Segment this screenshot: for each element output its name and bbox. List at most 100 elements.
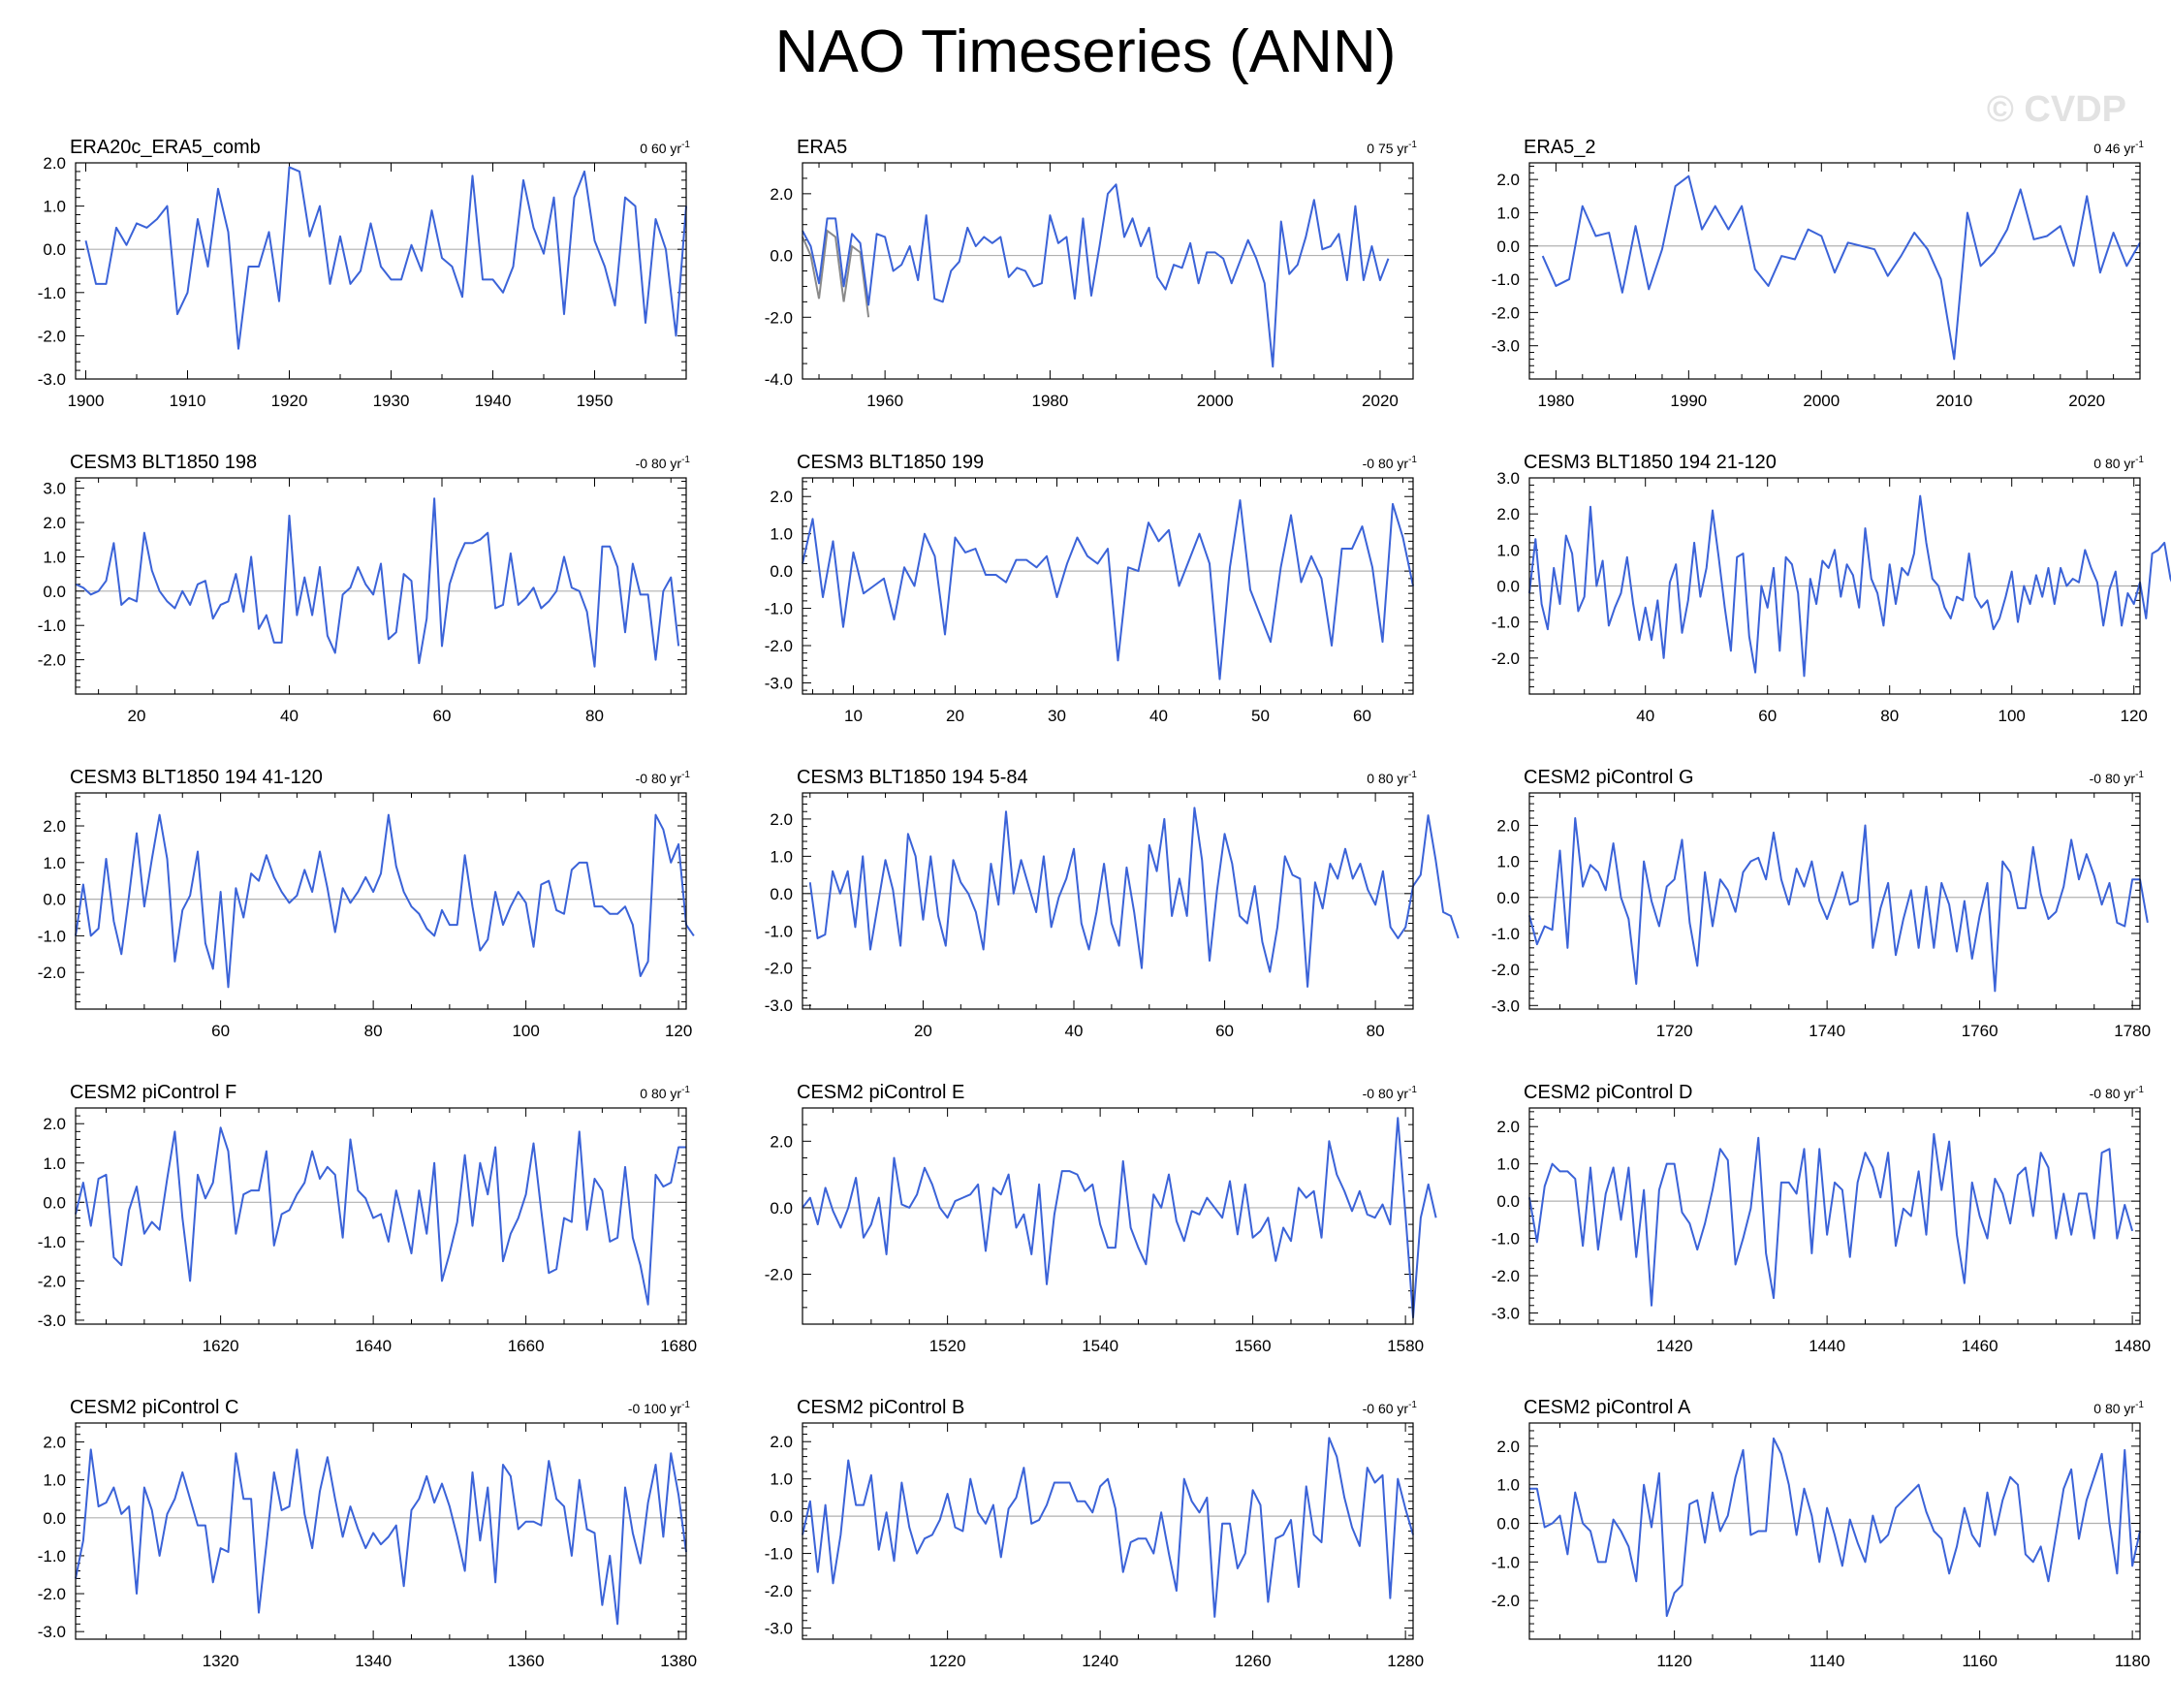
trend-exponent: -1 (2135, 770, 2144, 780)
y-tick-label: -2.0 (1492, 1592, 1520, 1610)
x-tick-label: 30 (1048, 707, 1066, 725)
y-tick-label: 2.0 (43, 154, 66, 173)
trend-label: -0 80 yr-1 (2090, 770, 2145, 786)
panel-title: CESM3 BLT1850 194 5-84 (797, 767, 1028, 788)
y-tick-label: -1.0 (38, 1233, 66, 1251)
nao-series-line (75, 497, 680, 668)
x-tick-label: 1120 (1656, 1652, 1692, 1670)
x-tick-label: 1160 (1962, 1652, 1998, 1670)
nao-series-line (1528, 1132, 2134, 1307)
y-tick-label: -3.0 (38, 1312, 66, 1330)
nao-series-line (802, 1437, 1414, 1618)
y-tick-label: 2.0 (1496, 505, 1520, 523)
plot-frame (75, 162, 687, 380)
trend-value: -0 80 (2090, 771, 2124, 786)
y-tick-label: 0.0 (1496, 578, 1520, 596)
nao-panel-11: CESM2 piControl E -0 80 yr-1 -2.0 0.0 2.0 152… (765, 1082, 1437, 1355)
trend-exponent: -1 (681, 770, 690, 780)
panel-title: CESM3 BLT1850 199 (797, 452, 984, 473)
y-tick-label: -3.0 (765, 1619, 793, 1637)
y-tick-label: -2.0 (1492, 303, 1520, 322)
trend-unit: yr (2124, 1401, 2135, 1416)
x-tick-label: 1380 (660, 1652, 697, 1670)
x-tick-label: 60 (1758, 707, 1777, 725)
y-tick-label: -3.0 (765, 996, 793, 1015)
y-tick-label: 2.0 (770, 1132, 793, 1151)
y-tick-label: -2.0 (765, 308, 793, 327)
trend-unit: yr (1397, 1086, 1408, 1101)
y-tick-label: 1.0 (1496, 1155, 1520, 1174)
y-tick-label: -2.0 (38, 651, 66, 670)
trend-value: -0 100 (628, 1401, 671, 1416)
cvdp-watermark: © CVDP (1986, 89, 2126, 130)
trend-exponent: -1 (2135, 1400, 2144, 1410)
y-tick-label: -2.0 (765, 1582, 793, 1600)
trend-value: -0 80 (1363, 1086, 1398, 1101)
trend-label: -0 80 yr-1 (1363, 1085, 1418, 1101)
y-tick-label: -2.0 (1492, 961, 1520, 979)
trend-exponent: -1 (1408, 455, 1417, 465)
panel-title: ERA5_2 (1524, 137, 1596, 158)
x-tick-label: 40 (1065, 1022, 1084, 1040)
y-tick-label: 0.0 (770, 885, 793, 903)
trend-label: -0 80 yr-1 (636, 770, 691, 786)
x-tick-label: 20 (128, 707, 146, 725)
y-tick-label: 0.0 (770, 247, 793, 266)
nao-series-line (1528, 494, 2171, 678)
y-tick-label: -3.0 (765, 674, 793, 692)
x-tick-label: 60 (211, 1022, 230, 1040)
panel-title: CESM2 piControl C (70, 1397, 239, 1418)
trend-value: 0 60 (640, 141, 670, 156)
x-tick-label: 1580 (1387, 1337, 1424, 1355)
nao-panel-13: CESM2 piControl C -0 100 yr-1 -3.0 -2.0 -1.0… (38, 1397, 697, 1670)
panel-title: CESM2 piControl B (797, 1397, 964, 1418)
y-tick-label: 2.0 (770, 185, 793, 204)
y-tick-label: 1.0 (1496, 541, 1520, 559)
x-tick-label: 1960 (866, 392, 903, 410)
trend-label: -0 80 yr-1 (636, 455, 691, 471)
y-tick-label: 1.0 (43, 198, 66, 216)
trend-exponent: -1 (681, 1400, 690, 1410)
nao-series-line (75, 1448, 687, 1626)
nao-panel-3: ERA5_2 0 46 yr-1 -3.0 -2.0 -1.0 0.0 1.0 2.0 1980… (1492, 137, 2145, 410)
plot-frame (75, 1107, 687, 1325)
trend-value: -0 60 (1363, 1401, 1398, 1416)
x-tick-label: 1180 (2115, 1652, 2151, 1670)
nao-series-line (808, 807, 1460, 988)
y-tick-label: -3.0 (38, 370, 66, 389)
trend-value: 0 80 (2093, 1401, 2124, 1416)
trend-value: -0 80 (1363, 456, 1398, 471)
y-tick-label: -1.0 (38, 927, 66, 945)
y-tick-label: -1.0 (765, 1545, 793, 1564)
plot-frame (75, 1422, 687, 1640)
trend-exponent: -1 (1408, 770, 1417, 780)
x-tick-label: 1640 (355, 1337, 392, 1355)
panel-title: CESM2 piControl F (70, 1082, 236, 1103)
y-tick-label: 1.0 (770, 1471, 793, 1489)
y-tick-label: 0.0 (1496, 237, 1520, 256)
y-tick-label: 2.0 (770, 1433, 793, 1451)
trend-label: 0 46 yr-1 (2093, 140, 2144, 156)
y-tick-label: -2.0 (1492, 1267, 1520, 1285)
trend-exponent: -1 (681, 455, 690, 465)
y-tick-label: 2.0 (770, 488, 793, 506)
x-tick-label: 1320 (203, 1652, 239, 1670)
x-tick-label: 1950 (577, 392, 614, 410)
trend-unit: yr (1397, 456, 1408, 471)
x-tick-label: 1680 (660, 1337, 697, 1355)
plot-frame (1528, 477, 2141, 695)
panel-title: CESM3 BLT1850 194 21-120 (1524, 452, 1777, 473)
x-tick-label: 1140 (1809, 1652, 1845, 1670)
y-tick-label: 2.0 (43, 817, 66, 836)
y-tick-label: 1.0 (1496, 853, 1520, 871)
plot-frame (75, 792, 687, 1010)
x-tick-label: 2000 (1197, 392, 1234, 410)
y-tick-label: -2.0 (38, 327, 66, 345)
trend-label: -0 80 yr-1 (1363, 455, 1418, 471)
y-tick-label: 2.0 (1496, 171, 1520, 189)
y-tick-label: -3.0 (1492, 337, 1520, 356)
x-tick-label: 60 (433, 707, 452, 725)
y-tick-label: 1.0 (43, 1471, 66, 1490)
x-tick-label: 1900 (68, 392, 105, 410)
